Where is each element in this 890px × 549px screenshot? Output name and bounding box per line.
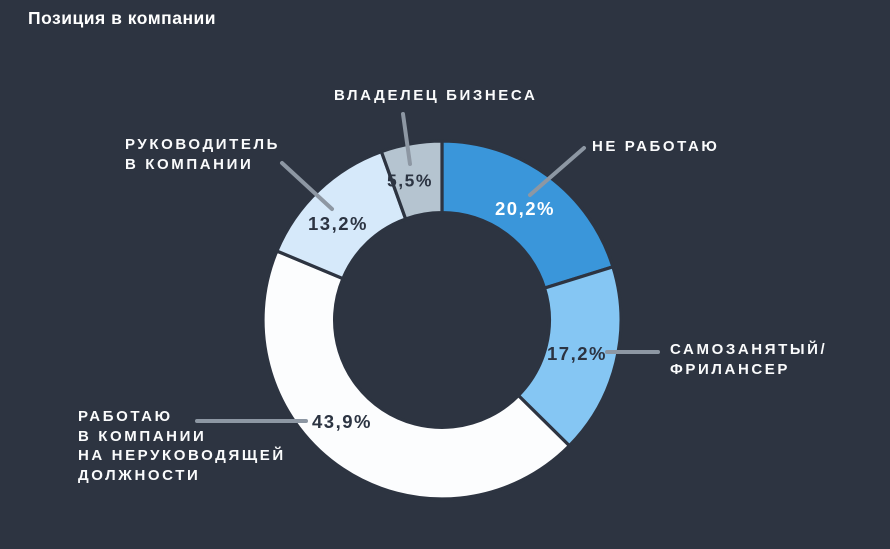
- donut-slices: [261, 139, 623, 501]
- leader-line-business-owner: [401, 112, 412, 166]
- donut-slice: [379, 139, 444, 221]
- slice-value-business-owner: 5,5%: [387, 170, 433, 191]
- slice-label-manager: РУКОВОДИТЕЛЬ В КОМПАНИИ: [125, 136, 281, 173]
- leader-line-not-working: [528, 146, 586, 197]
- slice-label-freelancer: САМОЗАНЯТЫЙ/ ФРИЛАНСЕР: [670, 341, 828, 378]
- slice-label-business-owner: ВЛАДЕЛЕЦ БИЗНЕСА: [334, 87, 538, 104]
- slice-value-freelancer: 17,2%: [547, 343, 607, 364]
- slice-value-manager: 13,2%: [308, 213, 368, 234]
- leader-line-manager: [280, 161, 334, 211]
- chart-title: Позиция в компании: [28, 8, 217, 28]
- slice-value-not-working: 20,2%: [495, 198, 555, 219]
- donut-slice: [261, 248, 572, 501]
- slice-label-employee: РАБОТАЮ В КОМПАНИИ НА НЕРУКОВОДЯЩЕЙ ДОЛЖ…: [78, 408, 286, 484]
- slice-label-not-working: НЕ РАБОТАЮ: [592, 138, 720, 155]
- donut-slice: [440, 139, 615, 291]
- slice-value-employee: 43,9%: [312, 411, 372, 432]
